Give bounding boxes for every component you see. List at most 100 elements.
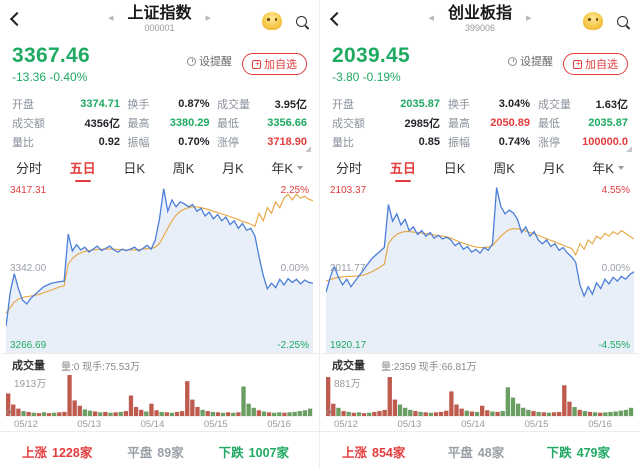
stat-label: 成交额 (332, 117, 365, 130)
stats-grid: 开盘 3374.71 换手 0.87% 成交量 3.95亿 成交额 4356亿 最高 33… (0, 92, 319, 154)
stat-value: 2035.87 (400, 97, 440, 110)
volume-title: 成交量 (12, 360, 45, 372)
date-axis: 05/12 05/13 05/14 05/15 05/16 (334, 418, 612, 430)
stat-label: 最低 (217, 117, 239, 130)
stat-value: 2985亿 (404, 117, 440, 130)
next-index-icon[interactable] (526, 15, 531, 22)
tab-yearly-k[interactable]: 年K (271, 158, 303, 177)
stat-label: 最高 (127, 117, 150, 130)
resize-handle-icon[interactable] (626, 146, 632, 152)
set-alert-button[interactable]: 设提醒 (187, 53, 232, 69)
volume-info: 量:2359 现手:66.81万 (381, 361, 477, 373)
alarm-icon (508, 56, 517, 66)
chart-tabs: 分时 五日 日K 周K 月K 年K (320, 154, 640, 182)
stat-label: 最低 (538, 117, 560, 130)
search-icon[interactable] (296, 15, 307, 27)
stat-label: 成交量 (538, 98, 571, 111)
market-breadth: 上涨 854家 平盘 48家 下跌 479家 (320, 431, 640, 471)
search-icon[interactable] (617, 15, 628, 27)
add-watchlist-label: 加自选 (585, 59, 618, 71)
prev-index-icon[interactable] (108, 15, 113, 22)
chart-mid-pct: 0.00% (280, 262, 309, 274)
index-price: 2039.45 (332, 44, 411, 67)
volume-max-label: 1913万 (14, 379, 47, 390)
tab-daily-k[interactable]: 日K (443, 161, 466, 176)
add-icon (573, 59, 583, 69)
chart-low-label: 1920.17 (330, 340, 367, 351)
market-breadth: 上涨 1228家 平盘 89家 下跌 1007家 (0, 431, 319, 471)
set-alert-label: 设提醒 (520, 56, 553, 68)
five-day-chart[interactable]: 2103.37 4.55% 2011.77 0.00% 1920.17 -4.5… (326, 183, 634, 353)
volume-section: 成交量 量:0 现手:75.53万 1913万 0 05/12 05/13 05/1… (0, 353, 319, 431)
tab-five-day[interactable]: 五日 (70, 158, 96, 182)
volume-section: 成交量 量:2359 现手:66.81万 881万 0 05/12 05/13 05… (320, 353, 640, 431)
stat-value: 3.04% (498, 97, 530, 110)
title-block: 创业板指 399006 (429, 4, 532, 33)
price-section: 3367.46 -13.36 -0.40% 设提醒 加自选 (0, 42, 319, 92)
price-section: 2039.45 -3.80 -0.19% 设提醒 加自选 (320, 42, 640, 92)
index-code: 399006 (464, 23, 496, 33)
add-watchlist-button[interactable]: 加自选 (242, 53, 307, 75)
unchanged-stat: 平盘 89家 (127, 446, 184, 460)
chart-mid-pct: 0.00% (601, 262, 630, 274)
stat-label: 换手 (448, 98, 470, 111)
stat-value: 3356.66 (267, 116, 307, 129)
volume-title: 成交量 (332, 360, 365, 372)
stat-value: 0.87% (178, 97, 210, 110)
chart-low-pct: -4.55% (598, 340, 630, 351)
stat-label: 换手 (127, 98, 150, 111)
tab-monthly-k[interactable]: 月K (542, 161, 565, 176)
stat-value: 3380.29 (169, 116, 210, 129)
chevron-down-icon (297, 165, 303, 170)
add-icon (252, 59, 262, 69)
unchanged-stat: 平盘 48家 (447, 446, 505, 460)
stat-value: 2050.89 (490, 116, 530, 129)
volume-chart[interactable]: 1913万 0 (6, 375, 313, 417)
tab-five-day[interactable]: 五日 (390, 158, 416, 182)
tab-minute[interactable]: 分时 (16, 161, 43, 176)
mascot-icon[interactable] (583, 12, 603, 30)
index-change: -13.36 -0.40% (12, 70, 88, 84)
date-axis: 05/12 05/13 05/14 05/15 05/16 (14, 418, 291, 430)
index-panel-chinext: 创业板指 399006 2039.45 -3.80 -0.19% 设提醒 加自选 (320, 0, 640, 469)
stat-label: 振幅 (448, 136, 470, 149)
prev-index-icon[interactable] (429, 15, 434, 22)
back-icon[interactable] (9, 11, 25, 27)
chart-tabs: 分时 五日 日K 周K 月K 年K (0, 154, 319, 182)
chart-high-pct: 2.25% (280, 185, 309, 196)
index-panel-shanghai: 上证指数 000001 3367.46 -13.36 -0.40% 设提醒 加自… (0, 0, 320, 469)
index-title: 创业板指 (447, 5, 513, 22)
decliners-stat: 下跌 479家 (546, 446, 610, 460)
stat-value: 0.70% (178, 135, 210, 148)
stat-label: 振幅 (127, 136, 150, 149)
set-alert-button[interactable]: 设提醒 (508, 53, 553, 69)
advancers-stat: 上涨 854家 (342, 446, 406, 460)
back-icon[interactable] (329, 11, 345, 27)
add-watchlist-label: 加自选 (264, 59, 297, 71)
index-code: 000001 (144, 23, 175, 33)
stat-value: 4356亿 (84, 117, 120, 130)
tab-weekly-k[interactable]: 周K (493, 161, 515, 176)
stat-label: 量比 (332, 136, 354, 149)
tab-weekly-k[interactable]: 周K (172, 161, 195, 176)
index-title: 上证指数 (127, 5, 192, 22)
volume-chart[interactable]: 881万 0 (326, 375, 634, 417)
volume-max-label: 881万 (334, 379, 361, 390)
stat-value: 3.95亿 (274, 98, 307, 111)
tab-yearly-k[interactable]: 年K (592, 158, 624, 177)
stat-label: 最高 (448, 117, 470, 130)
stat-value: 3718.90 (267, 135, 307, 148)
chart-high-label: 3417.31 (10, 185, 47, 196)
add-watchlist-button[interactable]: 加自选 (563, 53, 628, 75)
next-index-icon[interactable] (206, 15, 211, 22)
mascot-icon[interactable] (262, 12, 282, 30)
five-day-chart[interactable]: 3417.31 2.25% 3342.00 0.00% 3266.69 -2.2… (6, 183, 313, 353)
resize-handle-icon[interactable] (305, 146, 311, 152)
stat-value: 0.85 (418, 135, 440, 148)
stat-label: 涨停 (538, 136, 560, 149)
stat-label: 涨停 (217, 136, 239, 149)
tab-monthly-k[interactable]: 月K (222, 161, 244, 176)
tab-minute[interactable]: 分时 (336, 161, 363, 176)
stat-value: 100000.0 (582, 135, 628, 148)
tab-daily-k[interactable]: 日K (123, 161, 146, 176)
